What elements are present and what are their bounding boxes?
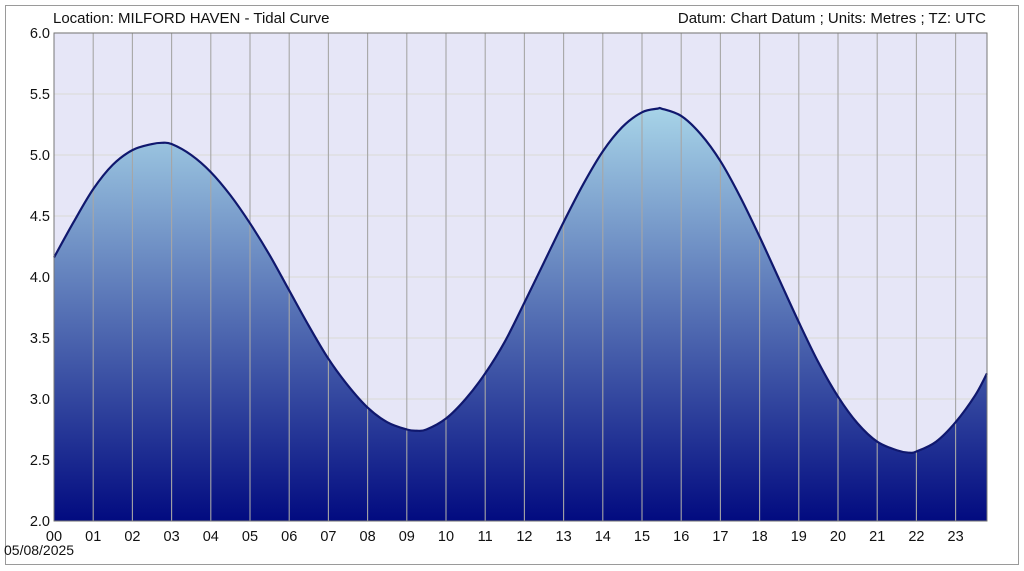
y-tick-label: 6.0: [30, 26, 50, 42]
x-tick-label: 07: [320, 529, 336, 545]
x-tick-label: 14: [595, 529, 611, 545]
y-tick-label: 4.0: [30, 270, 50, 286]
x-tick-label: 08: [360, 529, 376, 545]
x-tick-label: 01: [85, 529, 101, 545]
y-axis-ticks: 2.0 2.5 3.0 3.5 4.0 4.5 5.0 5.5 6.0: [30, 26, 50, 530]
x-axis-ticks: 00 01 02 03 04 05 06 07 08 09 10 11 12 13 14 15 16 17 18 19…: [46, 529, 964, 545]
y-tick-label: 2.0: [30, 514, 50, 530]
x-tick-label: 15: [634, 529, 650, 545]
x-tick-label: 02: [124, 529, 140, 545]
x-tick-label: 00: [46, 529, 62, 545]
x-tick-label: 09: [399, 529, 415, 545]
x-tick-label: 21: [869, 529, 885, 545]
x-tick-label: 04: [203, 529, 219, 545]
y-tick-label: 2.5: [30, 453, 50, 469]
y-tick-label: 5.0: [30, 148, 50, 164]
tide-area-fill: [54, 107, 987, 521]
y-tick-label: 5.5: [30, 87, 50, 103]
location-title: Location: MILFORD HAVEN - Tidal Curve: [53, 10, 330, 27]
vertical-gridlines: [92, 33, 957, 521]
x-tick-label: 22: [908, 529, 924, 545]
x-tick-label: 10: [438, 529, 454, 545]
x-tick-label: 17: [712, 529, 728, 545]
x-tick-label: 20: [830, 529, 846, 545]
x-tick-label: 03: [164, 529, 180, 545]
x-tick-label: 18: [752, 529, 768, 545]
y-tick-label: 3.5: [30, 331, 50, 347]
datum-units-label: Datum: Chart Datum ; Units: Metres ; TZ:…: [677, 10, 986, 27]
date-label: 05/08/2025: [4, 542, 75, 558]
y-tick-label: 4.5: [30, 209, 50, 225]
plot-border: [53, 32, 988, 522]
x-tick-label: 05: [242, 529, 258, 545]
y-tick-label: 3.0: [30, 392, 50, 408]
x-tick-label: 13: [556, 529, 572, 545]
x-tick-label: 16: [673, 529, 689, 545]
tide-height-line: [53, 106, 988, 454]
x-tick-label: 12: [516, 529, 532, 545]
x-tick-label: 19: [791, 529, 807, 545]
x-tick-label: 06: [281, 529, 297, 545]
x-tick-label: 23: [948, 529, 964, 545]
x-tick-label: 11: [478, 529, 493, 545]
